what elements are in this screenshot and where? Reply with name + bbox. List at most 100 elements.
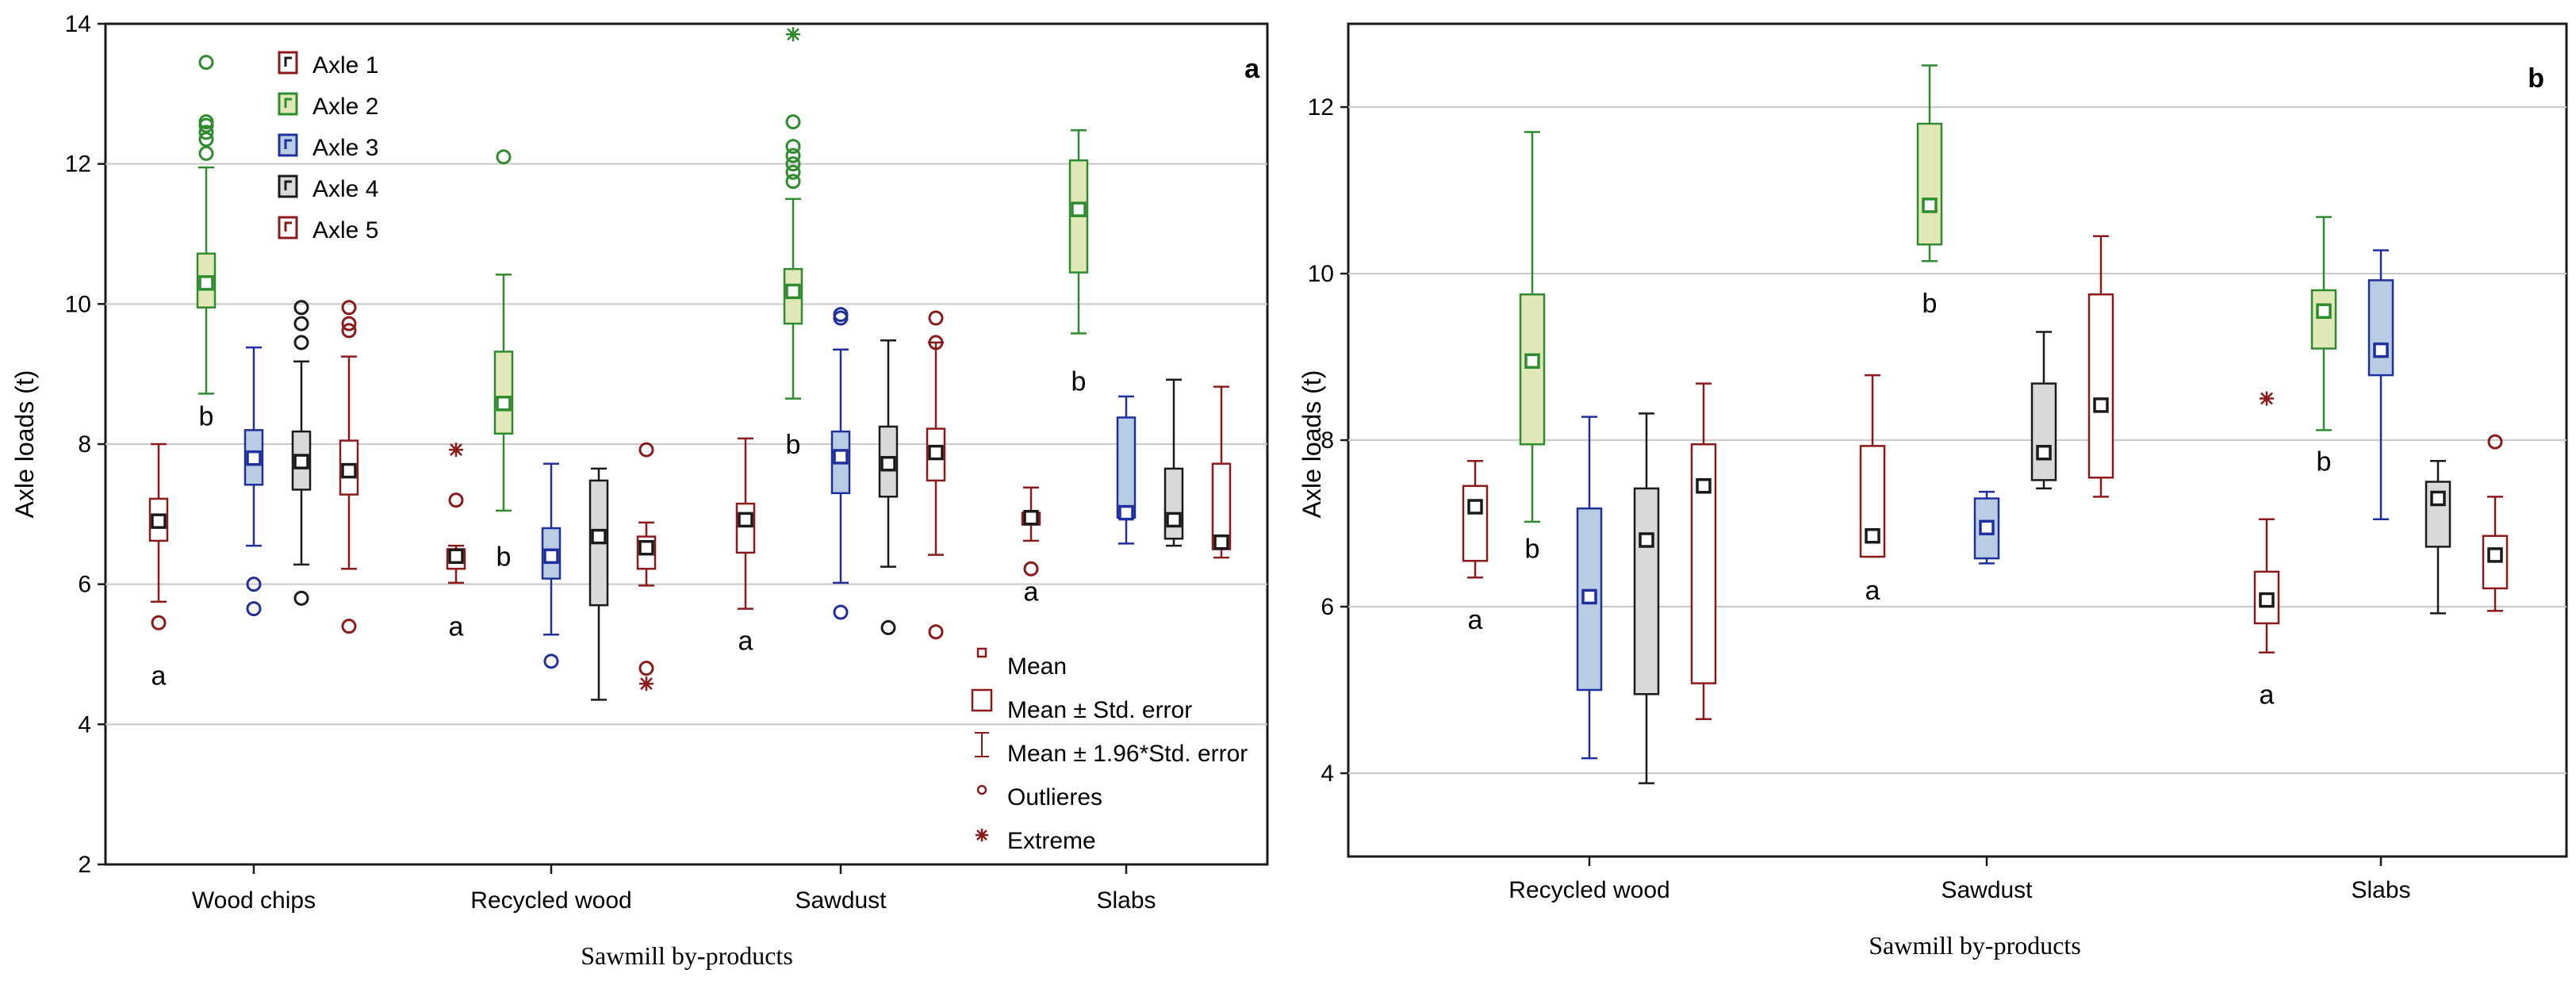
mean-marker <box>2036 445 2052 461</box>
mean-marker <box>638 539 654 556</box>
mean-marker <box>1166 512 1182 528</box>
box-marks-a: a b a b a b a b <box>148 27 1232 701</box>
significance-letter: a <box>738 626 753 656</box>
x-axis-ticks-a: Wood chips Recycled wood Sawdust Slabs <box>192 864 1156 914</box>
mean-marker <box>1524 353 1540 369</box>
legend-swatch-axle1 <box>278 51 298 75</box>
legend-swatch-axle3 <box>278 133 298 157</box>
x-axis-ticks-b: Recycled wood Sawdust Slabs <box>1508 856 2411 903</box>
x-tick-label: Sawdust <box>1941 877 2033 903</box>
outlier-point <box>198 55 214 71</box>
box-axle5 <box>2482 434 2509 612</box>
box-axle3 <box>1576 416 1603 760</box>
box-axle2: b <box>1916 64 1943 319</box>
y-axis-label-a: Axle loads (t) <box>10 370 39 519</box>
mean-marker <box>448 548 464 565</box>
box-axle3 <box>541 462 562 669</box>
stat-legend-label: Mean <box>1007 653 1067 680</box>
box-marks-b: a b a b a b <box>1462 64 2509 784</box>
se-box <box>1519 293 1546 446</box>
box-axle2: b <box>1068 129 1089 397</box>
outlier-point <box>785 156 801 172</box>
whisker-icon <box>975 732 989 757</box>
box-axle5 <box>636 442 657 692</box>
se-box <box>1690 443 1717 684</box>
legend-item-axle2: Axle 2 <box>278 92 378 120</box>
box-axle5 <box>2087 235 2114 498</box>
mean-marker <box>1023 510 1039 526</box>
extreme-point <box>2260 391 2274 406</box>
mean-marker <box>2430 490 2446 507</box>
panel-label-a: a <box>1244 54 1260 84</box>
box-axle4 <box>878 339 899 635</box>
legend-label-axle4: Axle 4 <box>312 176 378 202</box>
box-axle2: b <box>1519 131 1546 565</box>
se-box <box>1163 467 1184 540</box>
stat-legend: Mean Mean ± Std. error Mean ± 1.96*Std. … <box>971 647 1248 854</box>
outlier-point <box>785 174 801 190</box>
se-box <box>1633 487 1660 696</box>
outlier-point <box>341 316 357 331</box>
box-axle1: a <box>2253 391 2280 710</box>
stat-legend-outlier: Outlieres <box>976 784 1102 810</box>
box-axle2: b <box>196 55 217 432</box>
mean-marker-icon <box>976 647 987 658</box>
outlier-point <box>833 604 849 620</box>
box-axle3 <box>1973 490 2000 565</box>
box-axle1: a <box>1462 460 1489 635</box>
y-tick-label: 8 <box>1321 427 1334 454</box>
outlier-point <box>928 624 944 640</box>
outlier-point <box>785 148 801 163</box>
legend-label-axle2: Axle 2 <box>312 94 378 120</box>
mean-marker <box>2373 342 2389 358</box>
extreme-point <box>786 27 800 42</box>
box-axle1: a <box>1021 486 1041 607</box>
significance-letter: a <box>1024 577 1039 607</box>
outlier-point <box>293 335 309 351</box>
box-axle4 <box>2425 460 2451 615</box>
box-axle3 <box>243 346 264 617</box>
outlier-point <box>293 316 309 331</box>
x-axis-label-b: Sawmill by-products <box>1869 931 2081 960</box>
mean-marker <box>1865 528 1880 544</box>
significance-letter: b <box>786 430 801 460</box>
se-box <box>2087 293 2114 479</box>
box-axle1: a <box>1859 374 1886 606</box>
outlier-point <box>198 125 214 140</box>
se-box <box>735 502 756 554</box>
y-tick-label: 10 <box>65 291 91 317</box>
mean-marker <box>833 449 849 465</box>
se-box-icon <box>971 688 993 712</box>
stat-legend-mean: Mean <box>976 647 1067 680</box>
outlier-point <box>928 335 944 351</box>
stat-legend-se: Mean ± Std. error <box>971 688 1192 723</box>
stat-legend-extreme: Extreme <box>976 828 1096 854</box>
box-axle5 <box>926 310 946 640</box>
y-axis-ticks-b: 4 6 8 10 12 <box>1308 94 1348 787</box>
box-axle4 <box>588 467 609 701</box>
mean-marker <box>543 548 559 565</box>
stat-legend-label: Mean ± Std. error <box>1007 697 1192 723</box>
outlier-point <box>638 661 654 676</box>
se-box <box>1916 122 1943 246</box>
legend-label-axle1: Axle 1 <box>312 52 378 79</box>
legend-mean-glyph <box>284 139 292 149</box>
mean-marker <box>1696 478 1712 494</box>
y-tick-label: 6 <box>1321 594 1334 620</box>
panel-b: 4 6 8 10 12 Recycled wood Sawdust Slabs a b a b a b… <box>1298 22 2568 960</box>
stat-legend-ci: Mean ± 1.96*Std. error <box>975 732 1248 767</box>
y-tick-label: 12 <box>65 151 91 178</box>
significance-letter: b <box>2317 446 2332 477</box>
outlier-point <box>833 307 849 323</box>
box-axle3 <box>1116 395 1137 545</box>
significance-letter: a <box>2260 680 2275 710</box>
se-box <box>2310 289 2337 350</box>
mean-marker <box>2316 303 2332 319</box>
mean-marker <box>198 275 214 291</box>
box-axle4 <box>1633 412 1660 784</box>
extreme-point <box>639 676 654 692</box>
y-tick-label: 12 <box>1308 94 1334 121</box>
y-tick-label: 10 <box>1308 261 1334 287</box>
box-axle1: a <box>446 443 466 642</box>
box-axle5 <box>1690 382 1717 720</box>
